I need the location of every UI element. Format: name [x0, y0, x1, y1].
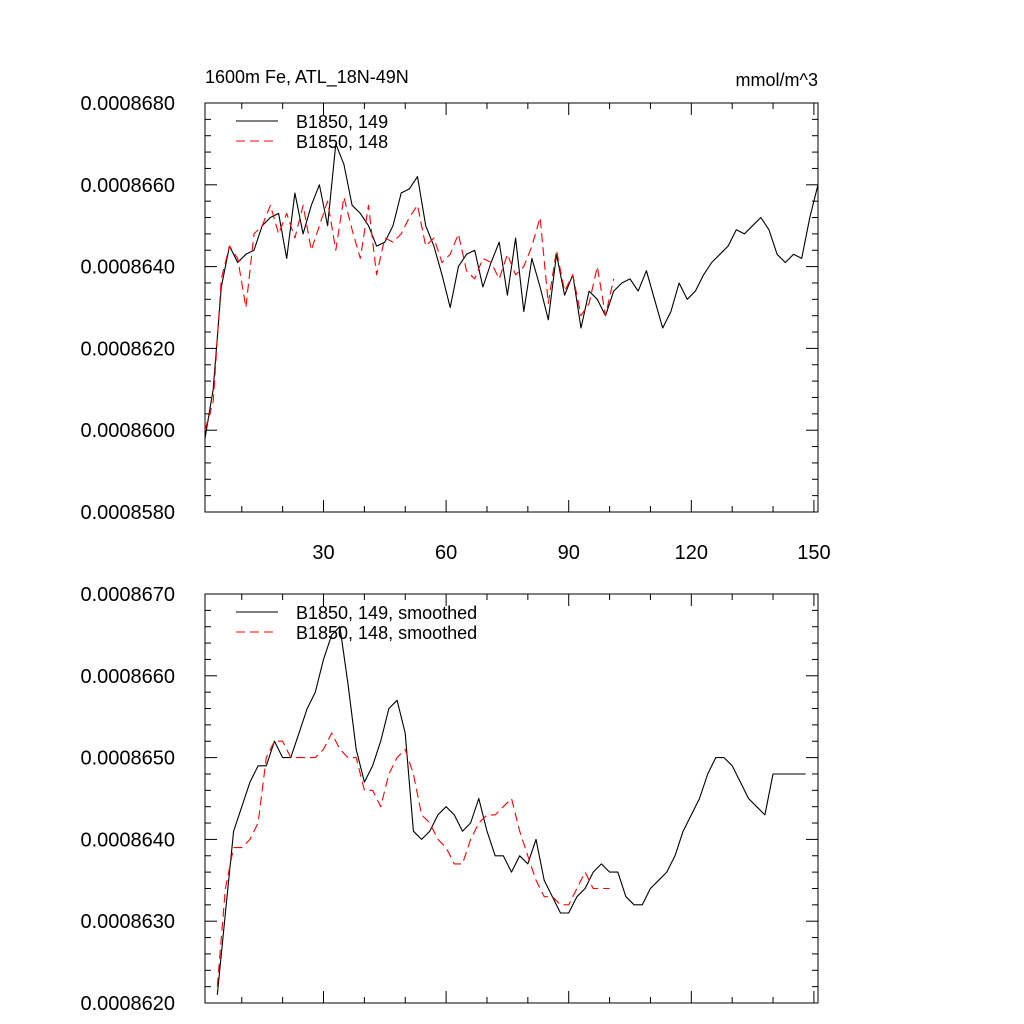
y-axis-tick-labels: 0.0008620 0.0008630 0.0008640 0.0008650 0.00… [80, 584, 175, 1015]
units-label: mmol/m^3 [736, 70, 818, 90]
panel-bottom: 0.0008620 0.0008630 0.0008640 0.0008650 0.00… [80, 584, 819, 1015]
series-line [204, 196, 615, 431]
x-tick-label: 60 [435, 542, 457, 564]
legend-label: B1850, 149 [296, 112, 388, 132]
x-axis-tick-labels: 30 60 90 120 150 [312, 542, 830, 564]
y-tick-label: 0.0008650 [80, 748, 175, 770]
series-line [216, 626, 806, 995]
legend-label: B1850, 149, smoothed [296, 603, 477, 623]
plot-frame [204, 102, 819, 513]
y-tick-label: 0.0008660 [80, 666, 175, 688]
chart-title: 1600m Fe, ATL_18N-49N [205, 67, 409, 88]
axis-ticks [205, 102, 818, 513]
y-tick-label: 0.0008640 [80, 829, 175, 851]
series-lines [204, 143, 819, 439]
series-lines [216, 626, 806, 995]
y-tick-label: 0.0008630 [80, 911, 175, 933]
x-tick-label: 150 [797, 542, 830, 564]
x-tick-label: 30 [312, 542, 334, 564]
x-tick-label: 120 [675, 542, 708, 564]
y-tick-label: 0.0008680 [80, 93, 175, 115]
series-line [204, 143, 819, 439]
panel-top: 1600m Fe, ATL_18N-49N mmol/m^3 0.0008580… [80, 67, 830, 564]
x-tick-label: 90 [558, 542, 580, 564]
y-tick-label: 0.0008670 [80, 584, 175, 606]
series-line [216, 732, 610, 987]
axis-ticks [205, 593, 818, 1004]
y-tick-label: 0.0008660 [80, 175, 175, 197]
y-tick-label: 0.0008640 [80, 257, 175, 279]
y-tick-label: 0.0008600 [80, 420, 175, 442]
plot-frame [204, 593, 819, 1004]
y-tick-label: 0.0008580 [80, 502, 175, 524]
legend-label: B1850, 148, smoothed [296, 623, 477, 643]
y-tick-label: 0.0008620 [80, 338, 175, 360]
y-tick-label: 0.0008620 [80, 993, 175, 1015]
y-axis-tick-labels: 0.0008580 0.0008600 0.0008620 0.0008640 0.00… [80, 93, 175, 524]
legend-label: B1850, 148 [296, 132, 388, 152]
